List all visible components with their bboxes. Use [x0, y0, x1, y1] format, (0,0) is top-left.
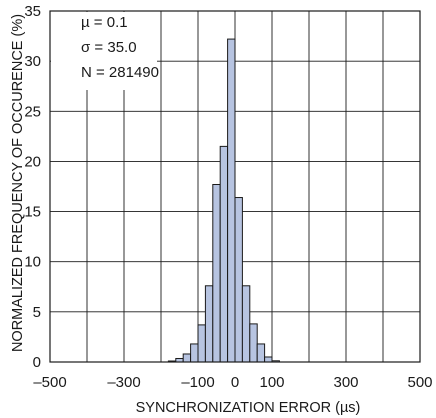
y-tick-label: 0	[33, 354, 41, 371]
y-tick-label: 30	[24, 53, 41, 70]
x-axis-ticks: –500 –300 –100 0 100 300 500	[33, 374, 432, 391]
histogram-bar	[212, 183, 221, 363]
x-tick-label: –300	[107, 374, 140, 391]
y-tick-label: 20	[24, 153, 41, 170]
y-tick-label: 35	[24, 3, 41, 20]
histogram-bar	[256, 343, 266, 363]
histogram-bar	[249, 323, 258, 363]
histogram-bars	[167, 38, 280, 363]
y-tick-label: 25	[24, 103, 41, 120]
histogram-bar	[234, 197, 243, 363]
histogram-bar	[264, 356, 273, 363]
plot-frame	[49, 10, 421, 363]
statistics-box	[51, 12, 157, 90]
histogram-bar	[190, 343, 199, 363]
stat-count: N = 281490	[81, 64, 159, 81]
histogram-bar	[219, 145, 229, 363]
y-tick-label: 15	[24, 204, 41, 221]
y-tick-label: 10	[24, 254, 41, 271]
x-tick-label: 500	[407, 374, 432, 391]
histogram-bar	[182, 353, 192, 363]
y-axis-title: NORMALIZED FREQUENCY OF OCCURENCE (%)	[10, 14, 26, 352]
stat-mean: µ = 0.1	[81, 14, 128, 31]
x-tick-label: –100	[181, 374, 214, 391]
histogram-bar	[204, 285, 214, 363]
y-tick-label: 5	[33, 304, 41, 321]
x-tick-label: 300	[333, 374, 358, 391]
x-tick-label: 0	[231, 374, 239, 391]
stat-sigma: σ = 35.0	[81, 39, 137, 56]
y-axis-ticks: 0 5 10 15 20 25 30 35	[24, 3, 41, 371]
histogram-bar	[197, 324, 206, 363]
x-tick-label: 100	[259, 374, 284, 391]
histogram-bar	[241, 285, 251, 363]
x-tick-label: –500	[33, 374, 66, 391]
x-axis-title: SYNCHRONIZATION ERROR (µs)	[136, 400, 361, 416]
histogram-bar	[227, 38, 236, 363]
